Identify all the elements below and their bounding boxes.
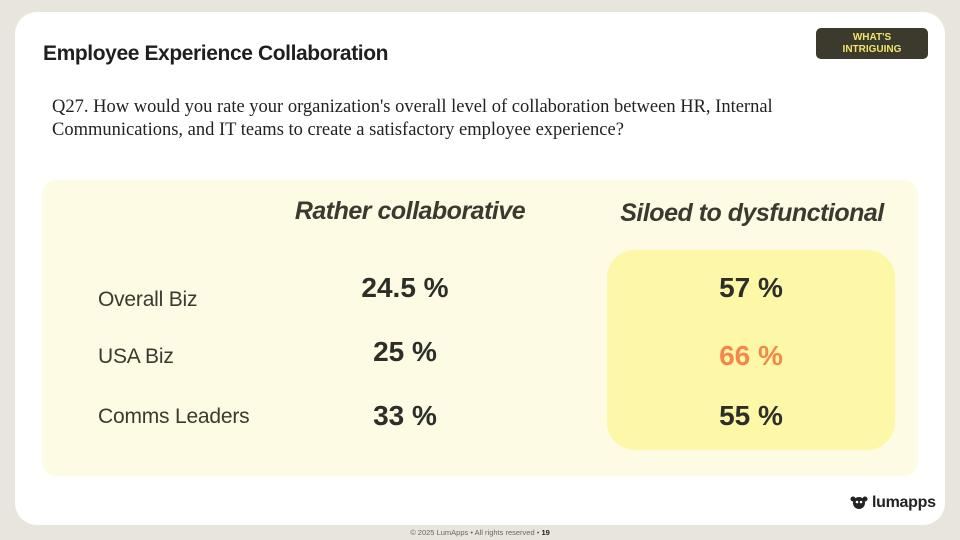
column-header: Rather collaborative bbox=[294, 197, 526, 225]
row-label: USA Biz bbox=[98, 345, 174, 368]
value-highlighted: 66 % bbox=[719, 340, 783, 371]
footer-text: © 2025 LumApps • All rights reserved • bbox=[410, 528, 540, 537]
value: 25 % bbox=[373, 336, 437, 367]
column-header: Siloed to dysfunctional bbox=[620, 199, 884, 227]
row-label: Comms Leaders bbox=[98, 405, 250, 428]
question: Q27. How would you rate your organizatio… bbox=[52, 97, 773, 140]
row-label: Overall Biz bbox=[98, 288, 198, 311]
highlight-box bbox=[607, 250, 895, 450]
badge: WHAT'S INTRIGUING bbox=[816, 28, 928, 59]
value: 57 % bbox=[719, 272, 783, 303]
logo: lumapps bbox=[872, 494, 936, 511]
footer: © 2025 LumApps • All rights reserved • 1… bbox=[0, 528, 960, 537]
logo-icon bbox=[850, 496, 868, 509]
value: 33 % bbox=[373, 400, 437, 431]
value: 55 % bbox=[719, 400, 783, 431]
title: Employee Experience Collaboration bbox=[43, 42, 389, 65]
value: 24.5 % bbox=[361, 272, 449, 303]
page-number: 19 bbox=[541, 528, 550, 537]
